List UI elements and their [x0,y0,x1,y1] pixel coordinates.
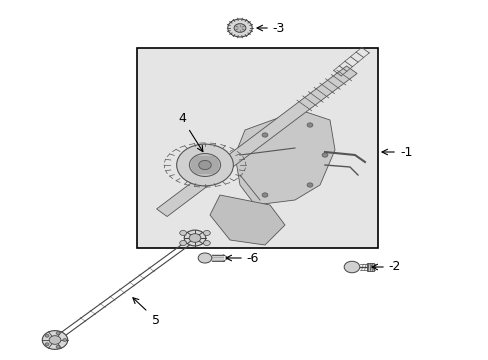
Circle shape [184,230,205,246]
Circle shape [176,144,233,186]
Circle shape [189,234,201,242]
Text: -3: -3 [271,22,284,35]
Circle shape [306,123,312,127]
Circle shape [306,183,312,187]
Text: -6: -6 [245,252,258,265]
Text: -2: -2 [387,261,400,274]
Circle shape [62,338,66,341]
Polygon shape [209,195,285,245]
Circle shape [56,345,60,348]
Circle shape [344,261,359,273]
Circle shape [189,153,220,176]
Circle shape [49,336,61,344]
Circle shape [262,193,267,197]
Circle shape [234,24,245,32]
Circle shape [45,343,49,346]
Polygon shape [235,110,334,205]
Text: 4: 4 [178,112,185,125]
Bar [366,264,373,271]
Circle shape [56,332,60,334]
Circle shape [262,133,267,137]
Circle shape [203,230,210,235]
Circle shape [203,240,210,246]
Circle shape [198,161,211,170]
Circle shape [180,230,186,235]
Polygon shape [156,66,356,216]
Text: 5: 5 [152,314,160,327]
Circle shape [227,19,252,37]
Text: -1: -1 [399,145,411,158]
Circle shape [322,153,327,157]
Circle shape [45,334,49,337]
Circle shape [198,253,211,263]
Circle shape [42,330,67,349]
Circle shape [180,240,186,246]
Bar [137,48,377,248]
